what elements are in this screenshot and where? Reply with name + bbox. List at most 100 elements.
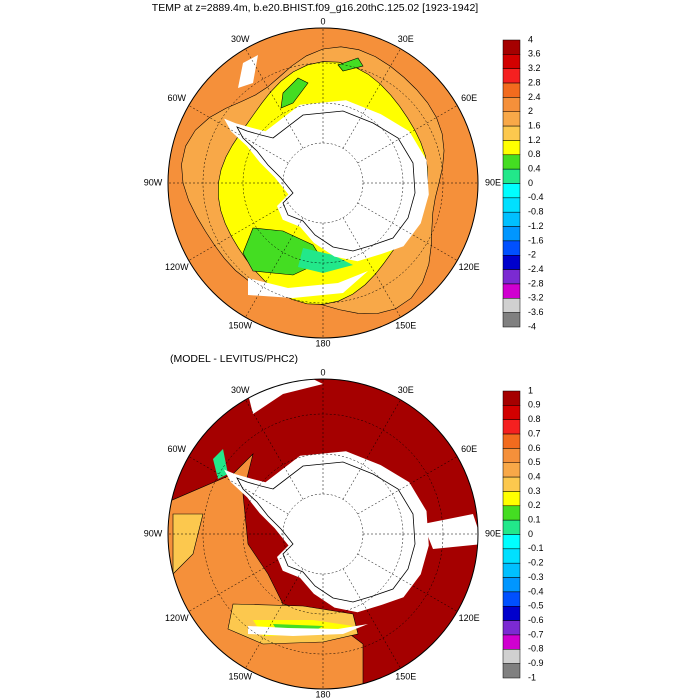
longitude-label: 30W [231, 34, 250, 44]
colorbar-box [502, 312, 521, 328]
longitude-label: 120E [459, 613, 480, 623]
colorbar-label: 2.8 [528, 77, 541, 87]
colorbar-label: -2 [528, 250, 536, 260]
colorbar-label: 3.2 [528, 63, 541, 73]
colorbar-box [502, 197, 521, 213]
colorbar-label: 0.8 [528, 149, 541, 159]
colorbar-box [502, 534, 521, 550]
graticule [188, 202, 289, 261]
panel-title: TEMP at z=2889.4m, b.e20.BHIST.f09_g16.2… [152, 2, 478, 14]
longitude-label: 120W [165, 613, 189, 623]
colorbar-label: 0.4 [528, 164, 541, 174]
colorbar-box [502, 548, 521, 564]
colorbar-label: 0.3 [528, 486, 541, 496]
colorbar-box [502, 663, 521, 679]
colorbar-label: -0.5 [528, 601, 544, 611]
colorbar-label: 1 [528, 385, 533, 395]
coastline [236, 110, 416, 252]
colorbar-box [502, 577, 521, 593]
colorbar-box [502, 183, 521, 199]
colorbar-label: 0.5 [528, 457, 541, 467]
colorbar-label: -1.6 [528, 235, 544, 245]
longitude-label: 60W [168, 93, 187, 103]
longitude-label: 150W [228, 672, 252, 682]
colorbar-label: 0 [528, 178, 533, 188]
colorbar-box [502, 111, 521, 127]
colorbar-box [502, 606, 521, 621]
colorbar-box [502, 283, 521, 299]
colorbar-box [502, 419, 521, 435]
colorbar-label: 3.6 [528, 49, 541, 59]
colorbar-label: -0.4 [528, 192, 544, 202]
colorbar-label: 1.6 [528, 120, 541, 130]
colorbar-box [502, 620, 521, 636]
colorbar-label: 0.1 [528, 515, 541, 525]
graticule [245, 568, 304, 669]
longitude-label: 150E [395, 672, 416, 682]
colorbar-box [502, 298, 521, 313]
continent [224, 100, 429, 262]
colorbar-box [502, 462, 521, 478]
colorbar-box [502, 519, 521, 535]
colorbar-label: 0.7 [528, 428, 541, 438]
colorbar-label: 1.2 [528, 135, 541, 145]
longitude-label: 0 [320, 367, 325, 377]
longitude-label: 120W [165, 262, 189, 272]
field [298, 248, 353, 273]
colorbar-box [502, 211, 521, 227]
colorbar-label: -0.9 [528, 658, 544, 668]
field [337, 57, 364, 72]
longitude-label: 60E [461, 93, 477, 103]
colorbar-box [502, 390, 521, 406]
colorbar-box [502, 269, 521, 285]
colorbar-label: 0.8 [528, 414, 541, 424]
colorbar-box [502, 505, 521, 521]
longitude-label: 90W [144, 528, 163, 538]
colorbar-label: -3.6 [528, 307, 544, 317]
colorbar-box [502, 634, 521, 650]
colorbar-label: 0.9 [528, 400, 541, 410]
colorbar-box [502, 476, 521, 492]
land [423, 514, 478, 549]
longitude-label: 60W [168, 444, 187, 454]
colorbar-label: -0.4 [528, 586, 544, 596]
colorbar-box [502, 154, 521, 170]
colorbar-label: -0.2 [528, 558, 544, 568]
colorbar-label: -2.4 [528, 264, 544, 274]
longitude-label: 150E [395, 321, 416, 331]
colorbar-box [502, 255, 521, 270]
graticule [342, 399, 401, 500]
coastline [236, 461, 416, 603]
longitude-label: 120E [459, 262, 480, 272]
field [213, 449, 228, 479]
colorbar-box [502, 226, 521, 242]
map-border [167, 378, 479, 690]
map-border [167, 27, 479, 339]
graticule [342, 568, 401, 669]
colorbar-label: 0.6 [528, 443, 541, 453]
land [248, 271, 368, 298]
colorbar-box [502, 97, 521, 113]
colorbar-label: 2.4 [528, 92, 541, 102]
continent [224, 451, 429, 613]
colorbar-box [502, 433, 521, 449]
colorbar-box [502, 168, 521, 184]
colorbar-box [502, 140, 521, 156]
field [280, 77, 309, 109]
graticule [357, 553, 458, 612]
longitude-label: 150W [228, 321, 252, 331]
colorbar-box [502, 591, 521, 607]
colorbar-label: -0.7 [528, 629, 544, 639]
longitude-label: 90E [485, 528, 501, 538]
colorbar-box [502, 562, 521, 578]
graticule [188, 553, 289, 612]
longitude-label: 30E [398, 34, 414, 44]
colorbar-label: 0.2 [528, 500, 541, 510]
graticule [188, 456, 289, 515]
colorbar-label: -2.8 [528, 278, 544, 288]
colorbar-label: -4 [528, 321, 536, 331]
colorbar-box [502, 68, 521, 84]
colorbar-label: -0.6 [528, 615, 544, 625]
longitude-label: 180 [315, 689, 330, 699]
